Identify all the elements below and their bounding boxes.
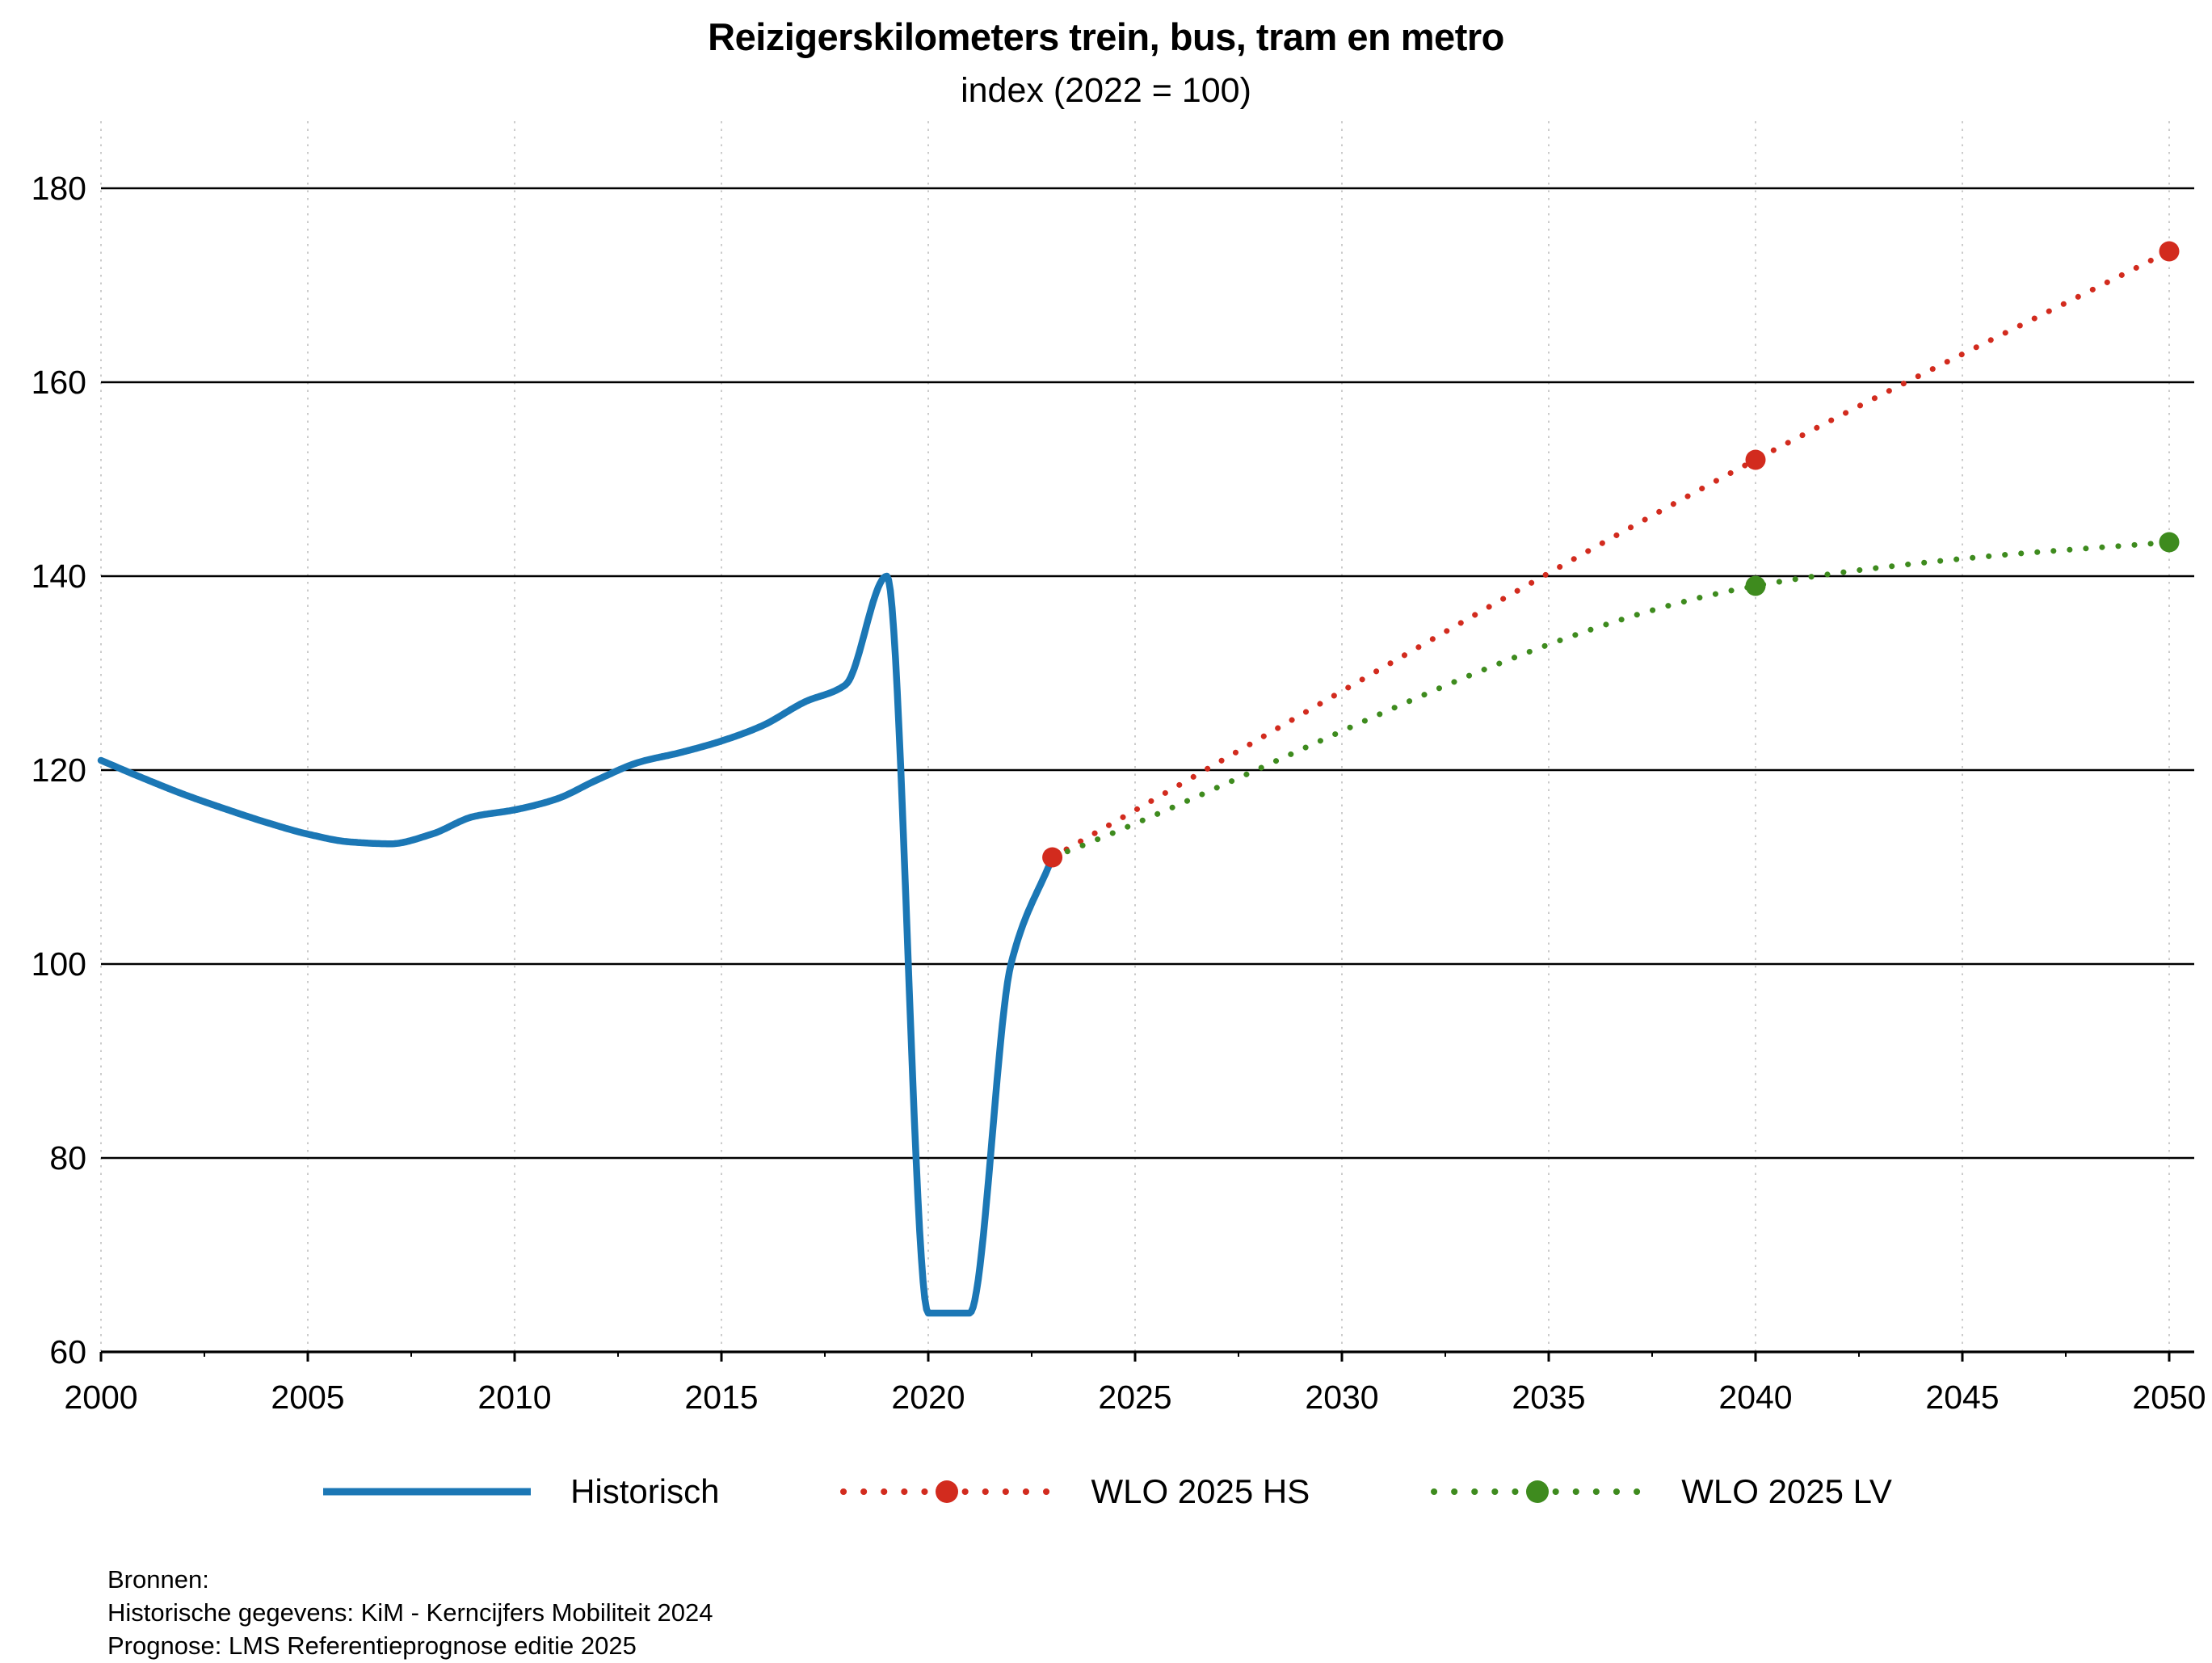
wlo-2025-lv-marker-2050 — [2159, 532, 2180, 553]
chart-title: Reizigerskilometers trein, bus, tram en … — [708, 15, 1504, 58]
x-tick-label: 2040 — [1718, 1379, 1792, 1416]
legend: Historisch WLO 2025 HS WLO 2025 LV — [0, 1472, 2212, 1511]
wlo-2025-lv-line — [1049, 539, 2172, 861]
x-tick-label: 2025 — [1098, 1379, 1171, 1416]
y-tick-label: 80 — [49, 1139, 86, 1177]
legend-item-wlo-2025-lv: WLO 2025 LV — [1431, 1472, 1892, 1511]
legend-item-wlo-2025-hs: WLO 2025 HS — [840, 1472, 1310, 1511]
wlo-2025-hs-marker-2023 — [1042, 847, 1063, 868]
y-tick-label: 140 — [32, 558, 86, 595]
x-tick-label: 2005 — [271, 1379, 344, 1416]
x-tick-label: 2030 — [1305, 1379, 1378, 1416]
y-tick-label: 120 — [32, 752, 86, 789]
wlo-2025-hs-marker-2040 — [1745, 449, 1766, 470]
wlo-2025-hs-marker-2050 — [2159, 241, 2180, 262]
legend-label: WLO 2025 HS — [1091, 1472, 1310, 1510]
wlo-2025-lv-marker-2040 — [1745, 575, 1766, 596]
sources-prognosis-line: Prognose: LMS Referentieprognose editie … — [107, 1631, 637, 1660]
x-tick-label: 2050 — [2132, 1379, 2206, 1416]
x-tick-label: 2010 — [477, 1379, 551, 1416]
legend-label: Historisch — [570, 1472, 720, 1510]
legend-item-historisch: Historisch — [320, 1472, 719, 1511]
wlo-2025-hs-line — [1049, 248, 2172, 861]
y-tick-label: 100 — [32, 945, 86, 983]
x-tick-label: 2045 — [1925, 1379, 1999, 1416]
solid-line-swatch-icon — [323, 1488, 532, 1496]
chart-subtitle: index (2022 = 100) — [961, 71, 1251, 110]
legend-marker-dot — [936, 1480, 959, 1503]
x-tick-label: 2000 — [64, 1379, 137, 1416]
legend-label: WLO 2025 LV — [1681, 1472, 1892, 1510]
dotted-line-swatch-icon — [840, 1480, 1055, 1503]
y-tick-label: 180 — [32, 170, 86, 207]
y-tick-label: 60 — [49, 1333, 86, 1370]
x-tick-label: 2020 — [891, 1379, 965, 1416]
x-tick-label: 2015 — [684, 1379, 758, 1416]
y-tick-label: 160 — [32, 364, 86, 401]
dotted-line-swatch-icon — [1431, 1480, 1646, 1503]
historisch-line — [97, 572, 1056, 1317]
sources: Bronnen: Historische gegevens: KiM - Ker… — [107, 1563, 713, 1662]
sources-heading: Bronnen: — [107, 1565, 209, 1594]
legend-marker-dot — [1526, 1480, 1550, 1503]
x-tick-label: 2035 — [1512, 1379, 1585, 1416]
sources-historical-line: Historische gegevens: KiM - Kerncijfers … — [107, 1598, 713, 1627]
